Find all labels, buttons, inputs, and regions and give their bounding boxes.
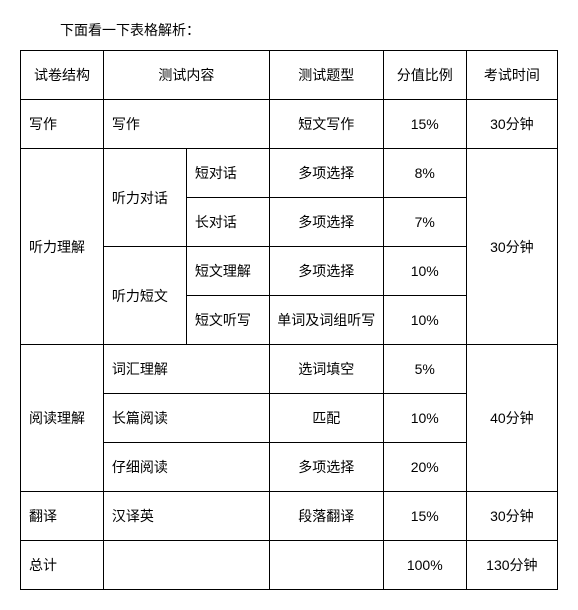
cell-listening-dict-score: 10% xyxy=(383,296,466,345)
cell-listening-dict: 短文听写 xyxy=(186,296,269,345)
header-score: 分值比例 xyxy=(383,51,466,100)
cell-reading-time: 40分钟 xyxy=(466,345,557,492)
cell-total-score: 100% xyxy=(383,541,466,590)
cell-listening-structure: 听力理解 xyxy=(21,149,104,345)
cell-listening-long-dialog-score: 7% xyxy=(383,198,466,247)
cell-writing-type: 短文写作 xyxy=(269,100,383,149)
cell-translation-structure: 翻译 xyxy=(21,492,104,541)
header-type: 测试题型 xyxy=(269,51,383,100)
cell-listening-time: 30分钟 xyxy=(466,149,557,345)
exam-structure-table: 试卷结构 测试内容 测试题型 分值比例 考试时间 写作 写作 短文写作 15% … xyxy=(20,50,558,590)
cell-total-time: 130分钟 xyxy=(466,541,557,590)
cell-listening-comp-type: 多项选择 xyxy=(269,247,383,296)
cell-writing-score: 15% xyxy=(383,100,466,149)
cell-listening-passage: 听力短文 xyxy=(103,247,186,345)
intro-text: 下面看一下表格解析： xyxy=(60,20,558,40)
row-listening-1: 听力理解 听力对话 短对话 多项选择 8% 30分钟 xyxy=(21,149,558,198)
cell-reading-careful-score: 20% xyxy=(383,443,466,492)
row-translation: 翻译 汉译英 段落翻译 15% 30分钟 xyxy=(21,492,558,541)
row-reading-1: 阅读理解 词汇理解 选词填空 5% 40分钟 xyxy=(21,345,558,394)
header-content: 测试内容 xyxy=(103,51,269,100)
cell-listening-short-dialog-type: 多项选择 xyxy=(269,149,383,198)
cell-translation-score: 15% xyxy=(383,492,466,541)
cell-listening-short-dialog: 短对话 xyxy=(186,149,269,198)
cell-writing-content: 写作 xyxy=(103,100,269,149)
cell-total-structure: 总计 xyxy=(21,541,104,590)
cell-listening-dict-type: 单词及词组听写 xyxy=(269,296,383,345)
cell-reading-vocab: 词汇理解 xyxy=(103,345,269,394)
cell-listening-long-dialog-type: 多项选择 xyxy=(269,198,383,247)
cell-listening-dialog: 听力对话 xyxy=(103,149,186,247)
cell-listening-long-dialog: 长对话 xyxy=(186,198,269,247)
cell-listening-comp-score: 10% xyxy=(383,247,466,296)
cell-reading-long-type: 匹配 xyxy=(269,394,383,443)
row-writing: 写作 写作 短文写作 15% 30分钟 xyxy=(21,100,558,149)
cell-reading-long: 长篇阅读 xyxy=(103,394,269,443)
cell-translation-content: 汉译英 xyxy=(103,492,269,541)
header-time: 考试时间 xyxy=(466,51,557,100)
cell-listening-comp: 短文理解 xyxy=(186,247,269,296)
header-row: 试卷结构 测试内容 测试题型 分值比例 考试时间 xyxy=(21,51,558,100)
cell-total-type xyxy=(269,541,383,590)
cell-translation-time: 30分钟 xyxy=(466,492,557,541)
cell-writing-structure: 写作 xyxy=(21,100,104,149)
cell-total-content xyxy=(103,541,269,590)
cell-translation-type: 段落翻译 xyxy=(269,492,383,541)
cell-listening-short-dialog-score: 8% xyxy=(383,149,466,198)
cell-reading-careful-type: 多项选择 xyxy=(269,443,383,492)
cell-reading-vocab-score: 5% xyxy=(383,345,466,394)
cell-reading-structure: 阅读理解 xyxy=(21,345,104,492)
cell-reading-vocab-type: 选词填空 xyxy=(269,345,383,394)
cell-writing-time: 30分钟 xyxy=(466,100,557,149)
cell-reading-long-score: 10% xyxy=(383,394,466,443)
cell-reading-careful: 仔细阅读 xyxy=(103,443,269,492)
header-structure: 试卷结构 xyxy=(21,51,104,100)
row-total: 总计 100% 130分钟 xyxy=(21,541,558,590)
